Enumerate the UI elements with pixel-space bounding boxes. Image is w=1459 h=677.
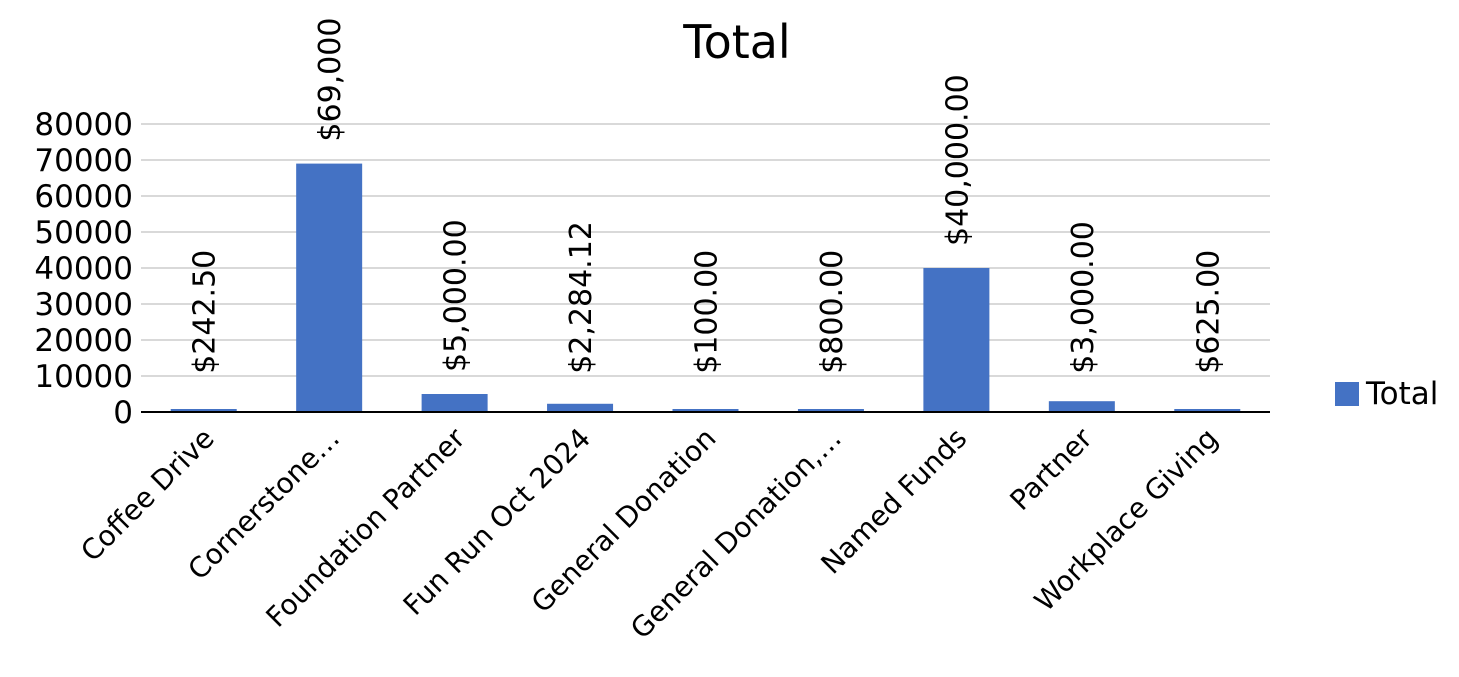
bar-3 (421, 394, 488, 412)
x-tick-label-8: Partner (1003, 421, 1099, 517)
legend: Total (1335, 376, 1438, 412)
x-tick-label-6: General Donation,… (624, 422, 848, 646)
y-axis-tick-labels: 0100002000030000400005000060000700008000… (34, 107, 133, 431)
data-label-3: $5,000.00 (439, 219, 474, 372)
bar-6 (797, 409, 864, 412)
data-label-9: $625.00 (1191, 250, 1226, 374)
bar-5 (672, 409, 739, 412)
y-tick-label-50000: 50000 (34, 215, 133, 251)
bars (170, 163, 1241, 412)
y-tick-label-0: 0 (113, 395, 133, 431)
y-tick-label-30000: 30000 (34, 287, 133, 323)
bar-2 (296, 163, 363, 412)
legend-label-total: Total (1365, 376, 1438, 412)
bar-7 (923, 268, 990, 412)
legend-swatch-total (1335, 382, 1359, 406)
bar-9 (1174, 409, 1241, 412)
data-label-7: $40,000.00 (940, 74, 975, 246)
y-tick-label-10000: 10000 (34, 359, 133, 395)
bar-8 (1048, 401, 1115, 412)
y-tick-label-60000: 60000 (34, 179, 133, 215)
bar-4 (547, 403, 614, 412)
data-labels: $242.50 $69,000 $5,000.00 $2,284.12 $100.00 $… (188, 18, 1227, 374)
bar-1 (170, 409, 237, 412)
chart-title: Total (682, 15, 790, 69)
data-label-4: $2,284.12 (564, 221, 599, 374)
data-label-8: $3,000.00 (1066, 221, 1101, 374)
data-label-1: $242.50 (188, 250, 223, 374)
data-label-6: $800.00 (815, 250, 850, 374)
data-label-5: $100.00 (690, 250, 725, 374)
y-tick-label-20000: 20000 (34, 323, 133, 359)
y-tick-label-80000: 80000 (34, 107, 133, 143)
y-tick-label-70000: 70000 (34, 143, 133, 179)
y-tick-label-40000: 40000 (34, 251, 133, 287)
data-label-2: $69,000 (313, 18, 348, 142)
